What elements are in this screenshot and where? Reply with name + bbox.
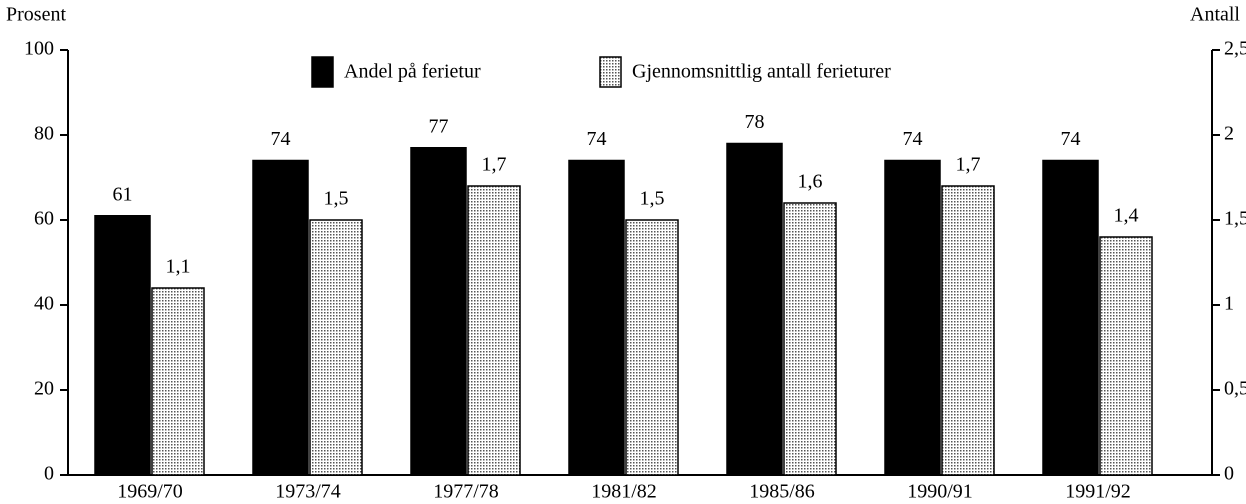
- y-tick-label: 60: [34, 208, 54, 230]
- x-tick-label: 1990/91: [907, 481, 973, 503]
- value-label: 78: [745, 111, 765, 133]
- y2-tick-label: 1,5: [1224, 208, 1246, 230]
- value-label: 1,5: [640, 188, 665, 210]
- value-label: 1,5: [324, 188, 349, 210]
- y2-axis-label: Antall: [1190, 4, 1240, 26]
- bar: [1099, 236, 1153, 476]
- bar: [884, 159, 941, 476]
- bar: [568, 159, 625, 476]
- y2-tick-label: 0,5: [1224, 378, 1246, 400]
- bar: [252, 159, 309, 476]
- y-tick-label: 40: [34, 293, 54, 315]
- value-label: 74: [271, 128, 291, 150]
- y2-tick-label: 2: [1224, 123, 1234, 145]
- x-tick-label: 1973/74: [275, 481, 341, 503]
- y-axis-label: Prosent: [6, 4, 66, 26]
- y2-tick-label: 1: [1224, 293, 1234, 315]
- bar: [151, 287, 205, 476]
- bar: [467, 185, 521, 476]
- value-label: 74: [587, 128, 607, 150]
- value-label: 1,1: [166, 256, 191, 278]
- value-label: 74: [1061, 128, 1081, 150]
- value-label: 77: [429, 115, 449, 137]
- legend-label: Gjennomsnittlig antall ferieturer: [632, 61, 891, 83]
- x-tick-label: 1977/78: [433, 481, 499, 503]
- value-label: 74: [903, 128, 923, 150]
- legend-swatch: [599, 56, 622, 88]
- x-tick-label: 1981/82: [591, 481, 657, 503]
- y-tick-label: 100: [24, 38, 54, 60]
- value-label: 1,4: [1114, 205, 1139, 227]
- value-label: 61: [113, 183, 133, 205]
- bar: [783, 202, 837, 476]
- y2-tick-label: 0: [1224, 463, 1234, 485]
- value-label: 1,7: [482, 154, 507, 176]
- bar: [726, 142, 783, 476]
- y-tick-label: 0: [44, 463, 54, 485]
- bar: [410, 147, 467, 476]
- bar: [625, 219, 679, 476]
- value-label: 1,6: [798, 171, 823, 193]
- bar: [1042, 159, 1099, 476]
- legend-label: Andel på ferietur: [344, 61, 481, 83]
- bar: [94, 215, 151, 476]
- value-label: 1,7: [956, 154, 981, 176]
- y-tick-label: 20: [34, 378, 54, 400]
- x-tick-label: 1985/86: [749, 481, 815, 503]
- bar: [309, 219, 363, 476]
- legend-swatch: [311, 56, 334, 88]
- bar: [941, 185, 995, 476]
- x-tick-label: 1969/70: [117, 481, 183, 503]
- x-tick-label: 1991/92: [1065, 481, 1131, 503]
- y2-tick-label: 2,5: [1224, 38, 1246, 60]
- y-tick-label: 80: [34, 123, 54, 145]
